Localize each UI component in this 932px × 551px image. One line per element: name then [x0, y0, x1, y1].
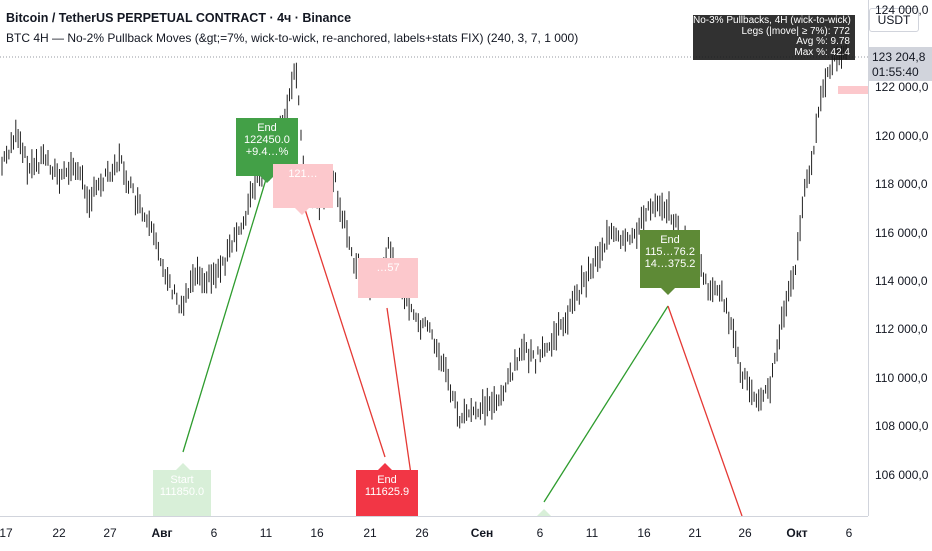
start-marker-pointer	[176, 463, 190, 470]
price-tick: 122 000,0	[875, 80, 929, 94]
pink-pointer-1	[295, 208, 309, 215]
down-leg-1	[301, 199, 386, 458]
time-tick: 26	[415, 526, 429, 540]
price-tick: 124 000,0	[875, 3, 929, 17]
time-tick: 6	[536, 526, 544, 540]
time-tick: 16	[637, 526, 651, 540]
stats-max: Max %: 42.4	[794, 46, 850, 58]
bar-countdown: 01:55:40	[872, 65, 919, 79]
stats-table: No-3% Pullbacks, 4H (wick-to-wick) Legs …	[693, 15, 855, 60]
currency-button[interactable]: USDT	[869, 8, 919, 32]
price-chart[interactable]	[0, 0, 868, 516]
pink-label-2: …57	[358, 258, 418, 298]
chart-area[interactable]	[0, 0, 868, 516]
time-tick: 16	[310, 526, 324, 540]
start-label-price: 111850.0	[159, 486, 205, 498]
start-label-1: Start 111850.0	[153, 470, 211, 516]
time-tick: 11	[259, 526, 273, 540]
end-label-pct: +9.4…%	[245, 146, 289, 158]
end-label-text: End	[257, 122, 277, 134]
pink-label-2-line2: …57	[376, 262, 400, 274]
time-scale[interactable]	[0, 516, 868, 551]
pink-label-line2: 121…	[288, 168, 318, 180]
price-tick: 118 000,0	[875, 177, 928, 191]
time-tick: 21	[688, 526, 702, 540]
down-leg-3	[667, 305, 743, 516]
end-green-pointer-1	[260, 176, 274, 183]
time-tick: 27	[103, 526, 117, 540]
olive-pointer	[661, 288, 675, 295]
end-marker-pointer	[378, 463, 392, 470]
price-tick: 110 000,0	[875, 371, 928, 385]
time-tick: Окт	[786, 526, 808, 540]
end-label-2-pct: 14…375.2	[644, 258, 696, 270]
time-tick: Сен	[470, 526, 494, 540]
end-label-red-1: End 111625.9	[356, 470, 418, 516]
price-tick: 108 000,0	[875, 419, 929, 433]
time-tick: 22	[52, 526, 66, 540]
price-tick: 112 000,0	[875, 322, 928, 336]
candle-series	[1, 43, 847, 429]
time-tick: 21	[363, 526, 377, 540]
end-label-2-text: End	[660, 234, 680, 246]
time-tick: 17	[0, 526, 13, 540]
price-tick: 116 000,0	[875, 226, 928, 240]
end-red-label-text: End	[377, 474, 397, 486]
stats-avg: Avg %: 9.78	[796, 36, 850, 47]
start-marker-pointer-2	[537, 509, 551, 516]
end-label-price: 122450.0	[244, 134, 290, 146]
end-label-green-2: End 115…76.2 14…375.2	[640, 230, 700, 288]
indicator-title[interactable]: BTC 4H — No-2% Pullback Moves (&gt;=7%, …	[6, 31, 579, 45]
price-tick: 120 000,0	[875, 129, 929, 143]
pink-label-1: 121…	[273, 164, 333, 208]
time-tick: Авг	[151, 526, 173, 540]
time-tick: 11	[585, 526, 599, 540]
end-label-2-price: 115…76.2	[645, 246, 695, 258]
last-price-badge: 123 204,8 01:55:40	[868, 47, 932, 81]
symbol-title[interactable]: Bitcoin / TetherUS PERPETUAL CONTRACT · …	[6, 11, 352, 25]
price-tick: 106 000,0	[875, 468, 929, 482]
end-red-label-price: 111625.9	[364, 486, 410, 498]
start-label-text: Start	[170, 474, 194, 486]
price-tick: 114 000,0	[875, 274, 928, 288]
up-leg-1	[182, 175, 268, 453]
last-price: 123 204,8	[872, 50, 926, 64]
stats-title: No-3% Pullbacks, 4H (wick-to-wick)	[693, 15, 851, 26]
price-scale[interactable]	[868, 0, 932, 516]
stats-legs: Legs (|move| ≥ 7%): 772	[741, 25, 850, 37]
time-tick: 6	[845, 526, 853, 540]
time-tick: 6	[210, 526, 218, 540]
up-leg-2	[543, 305, 669, 503]
pink-mark-right	[838, 86, 868, 94]
time-tick: 26	[738, 526, 752, 540]
